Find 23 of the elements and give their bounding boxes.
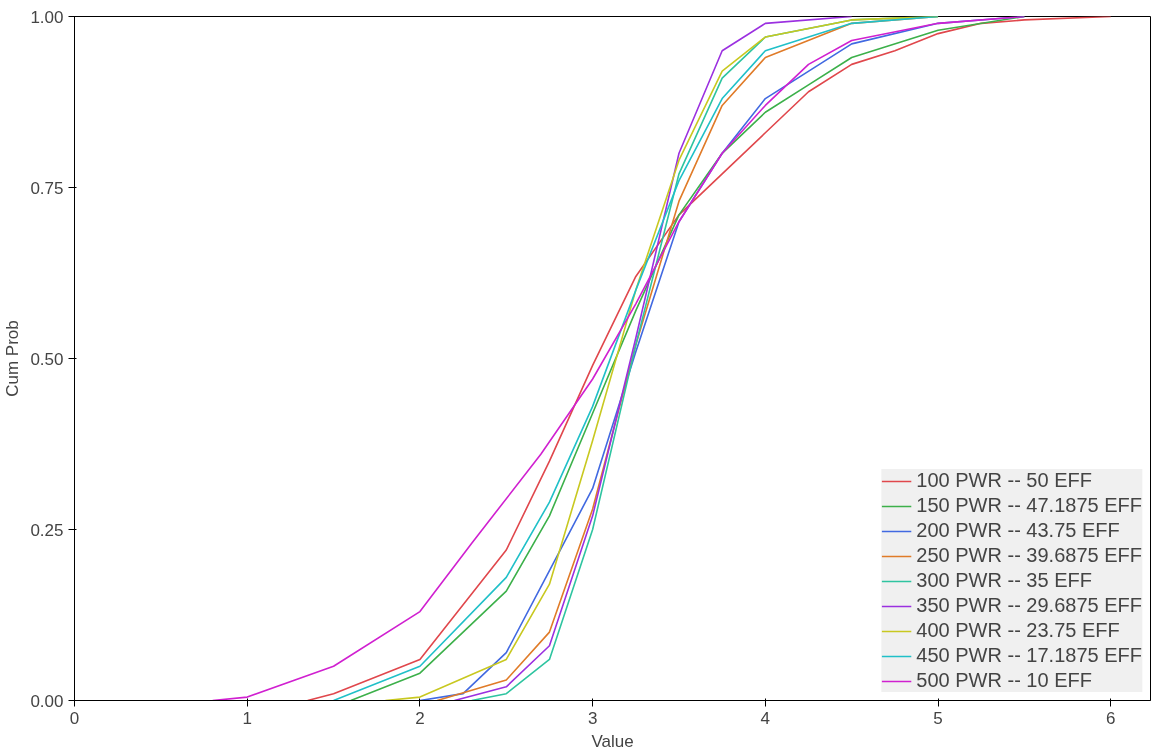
x-tick-label: 6 bbox=[1106, 708, 1116, 728]
legend-label: 450 PWR -- 17.1875 EFF bbox=[916, 644, 1142, 667]
legend-label: 300 PWR -- 35 EFF bbox=[916, 569, 1092, 592]
y-tick-label: 1.00 bbox=[30, 7, 64, 27]
y-tick-label: 0.00 bbox=[30, 691, 64, 711]
legend-label: 400 PWR -- 23.75 EFF bbox=[916, 619, 1120, 642]
x-tick-label: 4 bbox=[760, 708, 771, 728]
x-axis-title: Value bbox=[591, 731, 634, 751]
x-tick-label: 0 bbox=[69, 708, 80, 728]
legend-label: 500 PWR -- 10 EFF bbox=[916, 669, 1092, 692]
x-tick-label: 1 bbox=[242, 708, 252, 728]
x-tick-label: 2 bbox=[415, 708, 425, 728]
legend-label: 200 PWR -- 43.75 EFF bbox=[916, 519, 1120, 542]
legend-label: 250 PWR -- 39.6875 EFF bbox=[916, 544, 1142, 567]
legend-label: 100 PWR -- 50 EFF bbox=[916, 469, 1092, 492]
legend-label: 150 PWR -- 47.1875 EFF bbox=[916, 494, 1142, 517]
x-tick-label: 5 bbox=[933, 708, 943, 728]
y-tick-label: 0.75 bbox=[30, 178, 64, 198]
legend-label: 350 PWR -- 29.6875 EFF bbox=[916, 594, 1142, 617]
y-axis-title: Cum Prob bbox=[3, 320, 23, 397]
x-tick-label: 3 bbox=[587, 708, 598, 728]
y-tick-label: 0.50 bbox=[30, 349, 64, 369]
y-tick-label: 0.25 bbox=[30, 520, 64, 540]
